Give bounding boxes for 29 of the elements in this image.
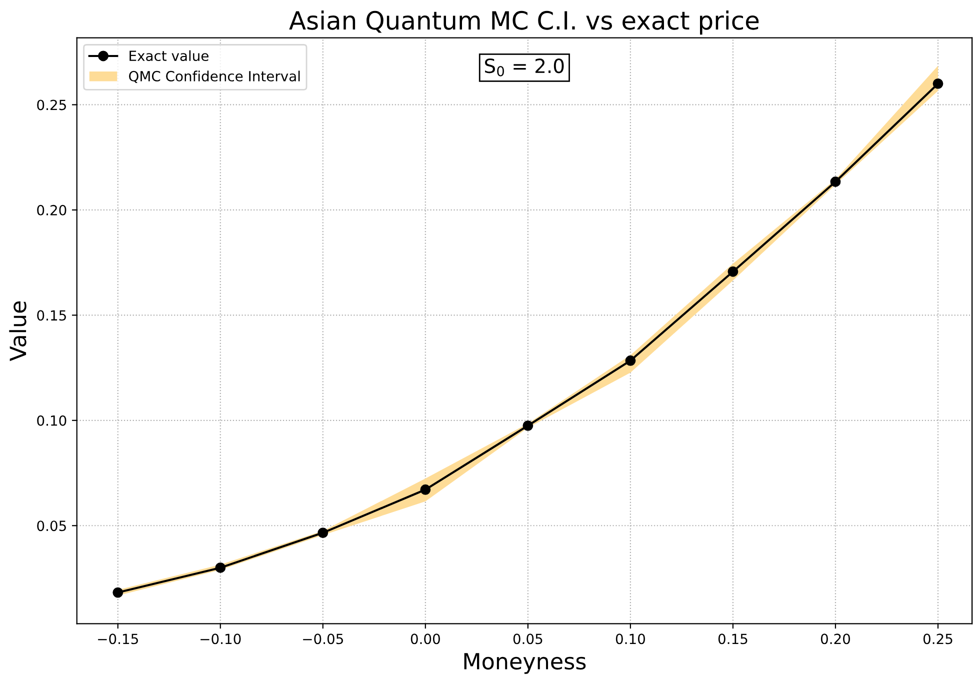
point — [625, 355, 636, 366]
y-tick-label: 0.25 — [37, 100, 66, 110]
point — [728, 266, 738, 277]
x-tick-label: 0.15 — [718, 634, 748, 644]
x-axis-title: Moneyness — [464, 653, 586, 674]
annotation: S$_{0}$ = 2.0 — [484, 58, 564, 76]
legend-label: Exact value — [130, 50, 208, 62]
x-tick-label: 0.25 — [923, 634, 952, 644]
point — [215, 562, 226, 573]
y-tick-label: 0.15 — [37, 310, 66, 321]
x-tick-label: −0.15 — [98, 634, 138, 644]
x-tick-label: 0.20 — [820, 634, 850, 644]
legend-label: QMC Confidence Interval — [129, 70, 300, 84]
point — [522, 420, 534, 431]
x-tick-label: 0.00 — [410, 634, 440, 644]
y-tick-label: 0.05 — [37, 520, 66, 532]
x-tick-label: −0.10 — [200, 634, 241, 644]
y-axis-title: Value — [9, 301, 26, 362]
point — [830, 176, 841, 187]
point — [112, 587, 124, 598]
x-tick-label: 0.10 — [616, 634, 645, 644]
point — [420, 484, 431, 495]
y-tick-label: 0.10 — [37, 415, 66, 426]
point — [318, 528, 328, 538]
point — [932, 78, 944, 89]
chart-title: Asian Quantum MC C.I. vs exact price — [289, 10, 759, 35]
x-tick-label: 0.05 — [513, 634, 542, 644]
y-tick-label: 0.20 — [37, 204, 66, 216]
x-tick-label: −0.05 — [303, 634, 343, 644]
